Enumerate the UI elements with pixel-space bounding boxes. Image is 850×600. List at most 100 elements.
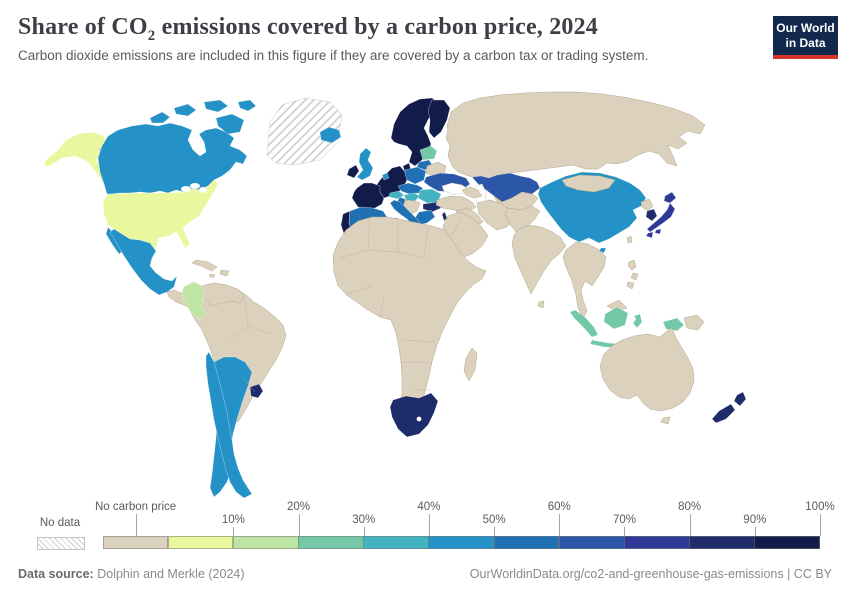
country-canada-arctic-3[interactable] (203, 99, 229, 113)
legend-label-6: 60% (547, 501, 571, 513)
country-venezuela-guyanas[interactable] (201, 282, 245, 307)
legend-label-5: 50% (482, 514, 506, 526)
country-indonesia-kalimantan[interactable] (603, 306, 629, 330)
great-lakes-2 (190, 183, 200, 189)
world-map (0, 90, 850, 500)
country-ireland[interactable] (346, 164, 360, 179)
country-philippines-2[interactable] (630, 272, 639, 281)
country-colombia[interactable] (181, 281, 207, 320)
footer: Data source: Dolphin and Merkle (2024) O… (18, 567, 832, 581)
legend-label-1: 10% (221, 514, 245, 526)
country-canada-arctic-1[interactable] (149, 111, 171, 124)
country-madagascar[interactable] (463, 347, 478, 382)
legend-band-10[interactable] (754, 536, 821, 549)
owid-logo-text: Our World in Data (773, 16, 838, 55)
country-afghanistan-pakistan[interactable] (504, 205, 541, 233)
country-canada-arctic-4[interactable] (237, 99, 257, 112)
legend-label-9: 90% (743, 514, 767, 526)
country-new-zealand-south[interactable] (711, 403, 736, 424)
legend-label-8: 80% (678, 501, 702, 513)
country-russia[interactable] (445, 91, 706, 179)
country-north-korea[interactable] (640, 198, 654, 212)
legend-band-3[interactable] (298, 536, 364, 549)
country-canada[interactable] (97, 122, 248, 195)
country-south-korea[interactable] (645, 208, 658, 222)
country-hispaniola[interactable] (219, 269, 230, 277)
legend-band-9[interactable] (689, 536, 755, 549)
country-iceland[interactable] (319, 126, 342, 144)
legend-band-8[interactable] (624, 536, 690, 549)
country-africa-base[interactable] (332, 216, 487, 431)
country-japan-kyushu[interactable] (645, 231, 654, 239)
country-canada-baffin[interactable] (215, 113, 245, 135)
legend-tick-8 (689, 514, 691, 536)
country-finland[interactable] (427, 99, 451, 139)
legend-band-0[interactable] (102, 536, 169, 549)
legend-band-6[interactable] (493, 536, 560, 549)
country-philippines-1[interactable] (627, 259, 637, 271)
data-source: Data source: Dolphin and Merkle (2024) (18, 567, 245, 581)
country-japan-shikoku[interactable] (654, 228, 662, 235)
country-canada-arctic-2[interactable] (173, 103, 197, 117)
legend-band-4[interactable] (363, 536, 429, 549)
country-new-zealand-north[interactable] (733, 391, 747, 407)
country-china[interactable] (537, 171, 647, 244)
legend-tick-10 (820, 514, 821, 536)
country-cuba[interactable] (191, 259, 218, 272)
data-source-value: Dolphin and Merkle (2024) (97, 567, 245, 581)
country-france[interactable] (351, 182, 385, 210)
country-sri-lanka[interactable] (537, 300, 545, 309)
legend-tick-7 (624, 527, 626, 536)
legend-color-bar (102, 536, 821, 549)
country-indonesia-sulawesi[interactable] (632, 313, 643, 329)
country-netherlands[interactable] (381, 172, 390, 181)
country-indonesia-papua[interactable] (662, 317, 685, 332)
country-united-kingdom[interactable] (356, 147, 374, 181)
great-lakes-3 (199, 187, 207, 193)
country-papua-new-guinea[interactable] (683, 314, 705, 331)
country-south-africa[interactable] (389, 392, 439, 438)
country-indonesia-sumatra[interactable] (569, 309, 599, 338)
legend-band-2[interactable] (232, 536, 299, 549)
country-india[interactable] (511, 224, 567, 295)
internal-borders (227, 199, 503, 393)
legend: No data No carbon price 10% 20% 30% 40% 50% 60… (0, 500, 850, 560)
country-philippines-3[interactable] (626, 281, 635, 290)
country-indochina[interactable] (562, 241, 607, 319)
country-taiwan[interactable] (626, 235, 633, 244)
country-mexico[interactable] (109, 228, 178, 296)
legend-band-5[interactable] (428, 536, 495, 549)
legend-label-0: No carbon price (94, 501, 177, 513)
country-turkey[interactable] (435, 195, 477, 213)
owid-logo-accent-bar (773, 55, 838, 59)
country-australia[interactable] (599, 327, 695, 412)
legend-tick-0 (135, 514, 137, 536)
country-tasmania[interactable] (660, 416, 671, 425)
legend-no-data-label: No data (39, 517, 81, 529)
country-caucasus[interactable] (461, 186, 483, 199)
legend-band-1[interactable] (167, 536, 234, 549)
legend-band-7[interactable] (558, 536, 625, 549)
legend-tick-4 (428, 514, 430, 536)
legend-tick-5 (494, 527, 496, 536)
legend-tick-9 (754, 527, 756, 536)
country-greenland[interactable] (266, 97, 343, 166)
co2-subscript: 2 (147, 27, 156, 44)
country-uruguay[interactable] (249, 383, 264, 399)
legend-label-7: 70% (612, 514, 636, 526)
country-japan-honshu[interactable] (646, 202, 676, 233)
legend-label-4: 40% (417, 501, 441, 513)
country-japan-hokkaido[interactable] (663, 191, 677, 204)
legend-tick-1 (233, 527, 235, 536)
legend-no-data-swatch[interactable] (37, 537, 85, 550)
owid-logo[interactable]: Our World in Data (773, 16, 838, 59)
country-chile[interactable] (205, 351, 253, 499)
country-poland[interactable] (404, 166, 427, 185)
country-jamaica[interactable] (208, 273, 216, 279)
country-estonia-latvia[interactable] (419, 145, 438, 161)
legend-tick-3 (363, 527, 365, 536)
country-mongolia[interactable] (561, 174, 616, 193)
attribution: OurWorldinData.org/co2-and-greenhouse-ga… (469, 567, 832, 581)
country-china-hainan[interactable] (598, 247, 607, 254)
